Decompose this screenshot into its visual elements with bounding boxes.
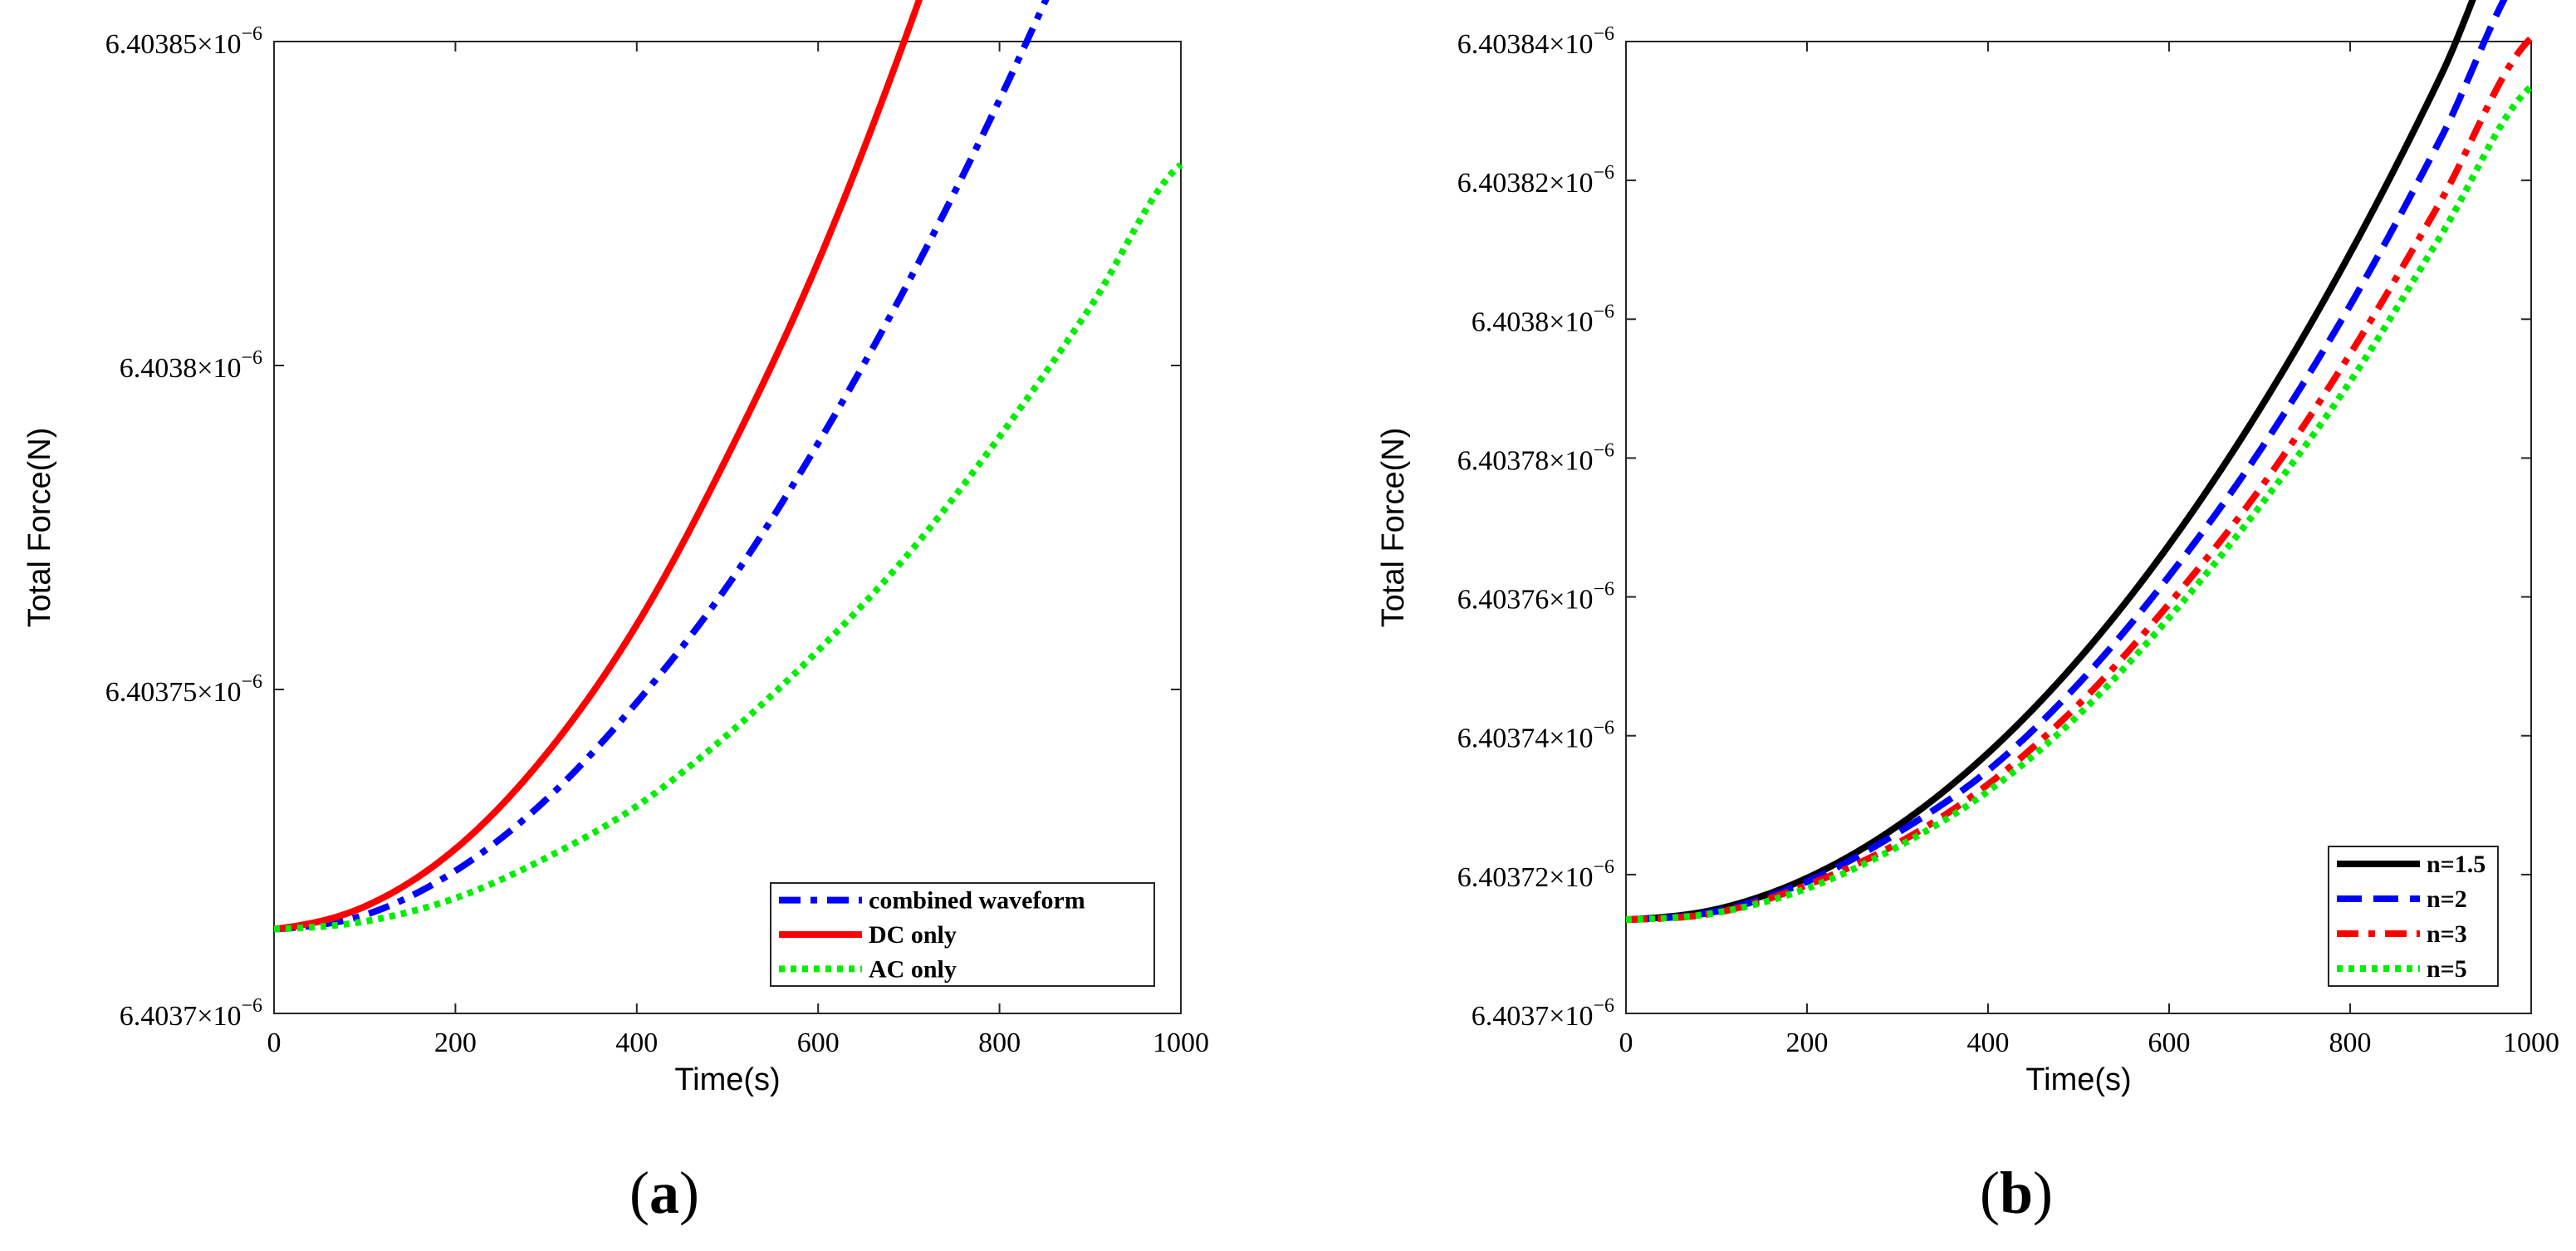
series-line-dc-only — [273, 0, 923, 933]
y-tick-label: 6.4038×10−6 — [120, 347, 262, 384]
y-tick-label: 6.4037×10−6 — [1472, 995, 1614, 1032]
legend-label: AC only — [869, 955, 957, 983]
y-axis-label: Total Force(N) — [22, 428, 57, 628]
x-tick-label: 400 — [615, 1028, 658, 1058]
y-tick-label: 6.40376×10−6 — [1457, 579, 1614, 616]
legend-label: DC only — [869, 921, 957, 949]
legend-label: n=1.5 — [2427, 851, 2485, 878]
x-tick-label: 200 — [434, 1028, 477, 1058]
x-tick-label: 1000 — [1153, 1028, 1209, 1058]
y-tick-label: 6.40374×10−6 — [1457, 718, 1614, 754]
series-line-n-2 — [1625, 0, 2508, 924]
y-tick-label: 6.40384×10−6 — [1457, 23, 1614, 60]
x-tick-label: 600 — [797, 1028, 840, 1058]
y-tick-label: 6.40375×10−6 — [105, 671, 262, 708]
series-line-ac-only — [273, 162, 1183, 933]
series-line-n-5 — [1625, 84, 2534, 924]
y-tick-label: 6.40378×10−6 — [1457, 439, 1614, 476]
plot-frame — [1625, 41, 2532, 1014]
x-tick-label: 800 — [2329, 1028, 2372, 1058]
y-tick-label: 6.40372×10−6 — [1457, 856, 1614, 893]
x-tick-label: 0 — [267, 1028, 282, 1058]
legend: combined waveform DC only AC only — [770, 882, 1155, 987]
y-tick-label: 6.4038×10−6 — [1472, 301, 1614, 337]
x-tick-label: 200 — [1786, 1028, 1829, 1058]
y-tick-label: 6.40385×10−6 — [105, 23, 262, 60]
x-axis-label: Time(s) — [674, 1062, 780, 1097]
y-tick-label: 6.4037×10−6 — [120, 995, 262, 1032]
panel-label: (b) — [1980, 1160, 2053, 1226]
x-tick-label: 1000 — [2503, 1028, 2559, 1058]
panel-label: (a) — [629, 1160, 699, 1226]
x-axis-label: Time(s) — [2025, 1062, 2131, 1097]
y-axis-label: Total Force(N) — [1376, 428, 1411, 628]
legend-label: n=3 — [2427, 920, 2467, 948]
series-line-combined-waveform — [273, 0, 1050, 933]
legend-box — [2328, 846, 2499, 987]
x-tick-label: 600 — [2148, 1028, 2191, 1058]
x-tick-label: 0 — [1619, 1028, 1633, 1058]
y-tick-label: 6.40382×10−6 — [1457, 162, 1614, 199]
legend-label: combined waveform — [869, 887, 1085, 915]
legend-label: n=5 — [2427, 955, 2467, 983]
chart-panel-b: 0 200 400 600 800 1000 6.4037×10−6 6.40372×10−6… — [1376, 0, 2559, 1226]
plot-frame — [273, 41, 1182, 1014]
x-tick-label: 800 — [978, 1028, 1021, 1058]
series-line-n-1-5 — [1625, 0, 2476, 924]
legend: n=1.5 n=2 n=3 n=5 — [2328, 846, 2499, 987]
chart-panel-a: 0 200 400 600 800 1000 6.4037×10−6 6.40375×10−6… — [22, 0, 1209, 1226]
x-tick-label: 400 — [1967, 1028, 2010, 1058]
legend-label: n=2 — [2427, 886, 2467, 913]
